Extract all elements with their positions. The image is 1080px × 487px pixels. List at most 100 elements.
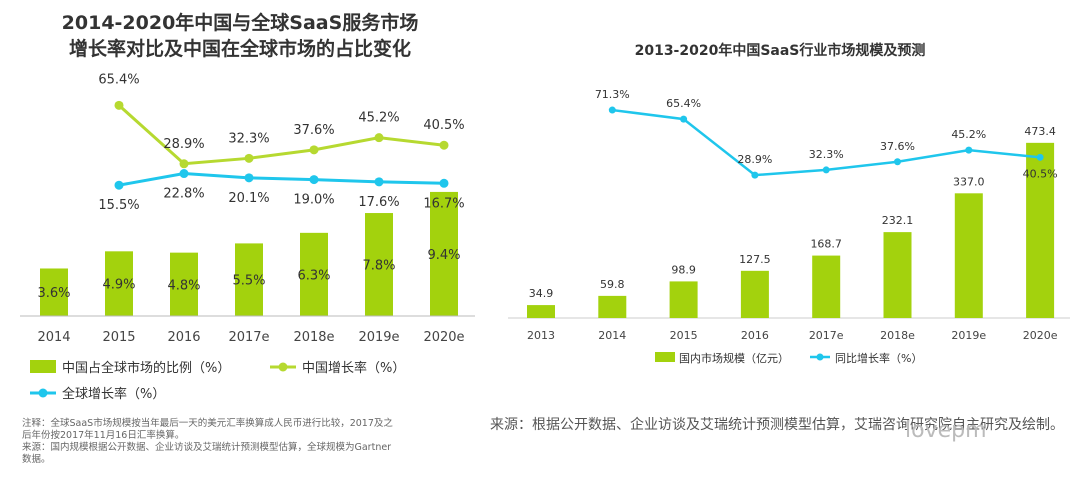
yoy-growth-value-label: 37.6% [880, 140, 915, 153]
yoy-growth-point [965, 146, 973, 154]
x-tick-label: 2016 [167, 330, 200, 345]
x-tick-label: 2019e [358, 330, 399, 345]
bar [235, 243, 263, 316]
x-tick-label: 2019e [951, 329, 986, 342]
right-chart-svg: 34.9 59.8 98.9 127.5 168.7 232.1 337.0 473.4 201… [508, 88, 1070, 365]
yoy-growth-point [680, 115, 688, 123]
x-tick-label: 2020e [423, 330, 464, 345]
left-chart-title-line-2: 增长率对比及中国在全球市场的占比变化 [68, 38, 411, 60]
global-growth-point [374, 177, 384, 187]
bar-value-label: 7.8% [362, 259, 395, 274]
legend-label: 中国增长率（%） [302, 360, 405, 376]
x-tick-label: 2014 [37, 330, 70, 345]
bar-value-label: 232.1 [882, 214, 914, 227]
yoy-growth-point [608, 106, 616, 114]
x-tick-label: 2016 [741, 329, 769, 342]
bar [105, 251, 133, 316]
global-growth-value-label: 22.8% [163, 187, 204, 202]
yoy-growth-point [894, 158, 901, 166]
legend-label: 中国占全球市场的比例（%） [62, 360, 230, 376]
yoy-growth-line [612, 108, 1041, 177]
bar [430, 191, 458, 316]
bar-value-label: 5.5% [232, 274, 265, 289]
global-growth-value-label: 19.0% [293, 193, 334, 208]
china-growth-value-label: 32.3% [228, 131, 269, 146]
left-chart-panel: 2014-2020年中国与全球SaaS服务市场 增长率对比及中国在全球市场的占比… [0, 0, 480, 487]
left-chart-title-line-1: 2014-2020年中国与全球SaaS服务市场 [61, 12, 419, 34]
x-tick-label: 2018e [293, 330, 334, 345]
note-line: 注释：全球SaaS市场规模按当年最后一天的美元汇率换算成人民币进行比较，2017… [22, 418, 393, 429]
bar [365, 213, 393, 316]
bar [527, 305, 555, 318]
legend-label: 同比增长率（%） [835, 351, 922, 365]
bar-value-label: 3.6% [37, 286, 70, 301]
yoy-growth-value-label: 28.9% [737, 153, 772, 166]
left-chart-note: 注释：全球SaaS市场规模按当年最后一天的美元汇率换算成人民币进行比较，2017… [22, 418, 462, 466]
bar [883, 232, 912, 318]
x-tick-label: 2015 [102, 330, 135, 345]
china-growth-value-label: 45.2% [358, 111, 399, 126]
note-line: 来源：国内规模根据公开数据、企业访谈及艾瑞统计预测模型估算，全球规模为Gartn… [22, 442, 392, 453]
legend-swatch-bar [655, 352, 675, 362]
global-growth-value-label: 20.1% [228, 191, 269, 206]
china-growth-point [309, 145, 319, 155]
yoy-growth-value-label: 65.4% [666, 97, 701, 110]
left-chart-svg: 3.6% 4.9% 4.8% 5.5% 6.3% 7.8% 9.4% 2014 2015 2016… [20, 72, 475, 402]
china-growth-line [117, 104, 445, 166]
china-growth-point [439, 140, 449, 150]
right-chart-panel: 2013-2020年中国SaaS行业市场规模及预测 34.9 59.8 98.9 12… [480, 0, 1080, 487]
global-growth-point [179, 169, 189, 179]
bar-value-label: 59.8 [600, 278, 625, 291]
global-growth-point [114, 180, 124, 190]
legend-label: 全球增长率（%） [62, 386, 165, 402]
yoy-growth-point [822, 166, 830, 174]
global-growth-point [309, 175, 319, 185]
note-line: 后年份按2017年11月16日汇率换算。 [22, 430, 185, 441]
bar-value-label: 168.7 [810, 238, 842, 251]
x-tick-label: 2017e [809, 329, 844, 342]
china-growth-point [114, 100, 124, 110]
global-growth-point [439, 178, 449, 188]
bar-value-label: 98.9 [671, 263, 696, 276]
bar-value-label: 34.9 [529, 287, 554, 300]
legend-swatch-point [278, 362, 288, 372]
china-growth-value-label: 40.5% [423, 118, 464, 133]
china-growth-point [179, 159, 189, 169]
bar [598, 295, 627, 318]
bar [170, 252, 198, 316]
x-tick-label: 2018e [880, 329, 915, 342]
x-tick-label: 2015 [670, 329, 698, 342]
yoy-growth-value-label: 45.2% [951, 128, 986, 141]
yoy-growth-point [751, 171, 759, 179]
china-growth-point [244, 153, 254, 163]
x-tick-label: 2014 [598, 329, 626, 342]
yoy-growth-point [1036, 153, 1044, 161]
china-growth-value-label: 65.4% [98, 72, 139, 87]
global-growth-value-label: 17.6% [358, 195, 399, 210]
yoy-growth-value-label: 32.3% [809, 148, 844, 161]
watermark: lovepm [905, 418, 987, 443]
bar-value-label: 6.3% [297, 268, 330, 283]
global-growth-point [244, 173, 254, 183]
bar [40, 268, 68, 316]
yoy-growth-value-label: 71.3% [595, 88, 630, 101]
global-growth-value-label: 15.5% [98, 198, 139, 213]
bar-value-label: 4.9% [102, 278, 135, 293]
bar-value-label: 127.5 [739, 253, 771, 266]
legend-swatch-point [38, 388, 48, 398]
china-growth-value-label: 28.9% [163, 137, 204, 152]
note-line: 数据。 [22, 454, 51, 465]
x-tick-label: 2013 [527, 329, 555, 342]
bar [740, 270, 769, 318]
bar [812, 255, 841, 318]
legend-swatch-point [816, 353, 824, 361]
bar-value-label: 9.4% [427, 248, 460, 263]
bar [300, 232, 328, 316]
legend-label: 国内市场规模（亿元） [679, 351, 789, 365]
x-tick-label: 2020e [1023, 329, 1058, 342]
bar [1026, 142, 1055, 318]
bar [669, 281, 698, 318]
china-growth-value-label: 37.6% [293, 123, 334, 138]
bar-value-label: 337.0 [953, 175, 985, 188]
yoy-growth-value-label: 40.5% [1023, 167, 1058, 180]
